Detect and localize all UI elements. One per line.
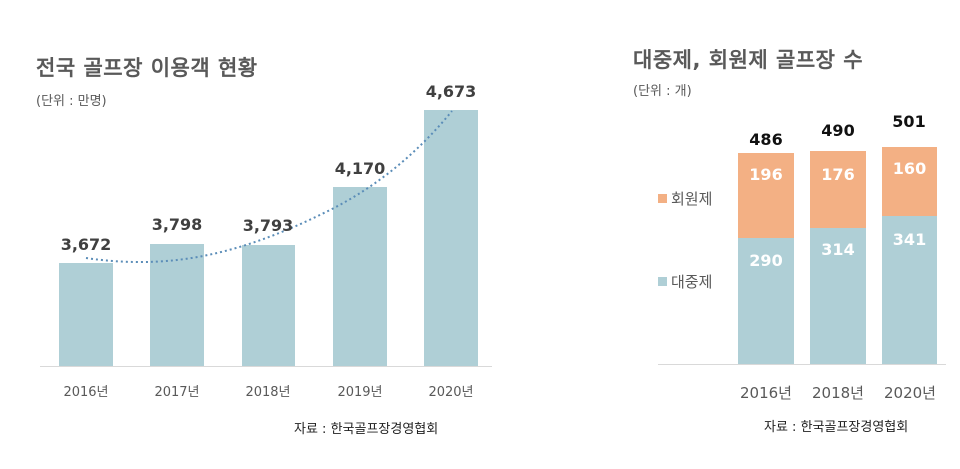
- x-axis-line: [40, 366, 492, 367]
- right-chart-source: 자료 : 한국골프장경영협회: [764, 420, 909, 435]
- legend-item-member: 회원제: [658, 188, 712, 209]
- right-x-label-2018: 2018년: [812, 384, 864, 402]
- bar-member-2020: [882, 147, 937, 216]
- left-chart-unit: (단위 : 만명): [36, 94, 107, 109]
- public-label-2016: 290: [749, 251, 783, 270]
- right-x-label-2016: 2016년: [740, 384, 792, 402]
- bar-2018: [242, 245, 295, 366]
- legend-swatch-public: [658, 277, 667, 286]
- member-label-2016: 196: [749, 165, 783, 184]
- member-label-2020: 160: [892, 159, 927, 178]
- bar-2017: [150, 244, 204, 366]
- bar-2019: [333, 187, 387, 366]
- bar-2016: [59, 263, 113, 366]
- x-label-2018: 2018년: [245, 385, 291, 400]
- trendline: [85, 110, 453, 264]
- bar-member-2016: [738, 153, 794, 238]
- total-label-2018: 490: [821, 121, 855, 140]
- legend-item-public: 대중제: [658, 271, 712, 292]
- right-x-axis-line: [658, 364, 946, 365]
- bar-public-2018: [810, 228, 866, 364]
- value-label-2020: 4,673: [425, 82, 477, 101]
- public-label-2018: 314: [821, 240, 855, 259]
- value-label-2019: 4,170: [334, 159, 386, 178]
- legend-label-public: 대중제: [671, 273, 713, 291]
- x-label-2019: 2019년: [337, 385, 383, 400]
- value-label-2017: 3,798: [151, 215, 203, 234]
- bar-public-2020: [882, 216, 937, 364]
- total-label-2020: 501: [892, 112, 926, 131]
- x-label-2020: 2020년: [428, 385, 474, 400]
- value-label-2016: 3,672: [60, 235, 112, 254]
- legend-swatch-member: [658, 194, 667, 203]
- left-chart-title: 전국 골프장 이용객 현황: [36, 56, 258, 80]
- value-label-2018: 3,793: [242, 216, 294, 235]
- left-chart-source: 자료 : 한국골프장경영협회: [294, 422, 439, 437]
- right-chart-unit: (단위 : 개): [633, 84, 692, 99]
- legend-label-member: 회원제: [671, 190, 713, 208]
- bar-2020: [424, 110, 478, 366]
- member-label-2018: 176: [821, 165, 855, 184]
- x-label-2016: 2016년: [63, 385, 109, 400]
- public-label-2020: 341: [892, 230, 927, 249]
- bar-member-2018: [810, 151, 866, 228]
- total-label-2016: 486: [749, 130, 783, 149]
- right-x-label-2020: 2020년: [884, 384, 936, 402]
- x-label-2017: 2017년: [154, 385, 200, 400]
- right-chart-title: 대중제, 회원제 골프장 수: [633, 48, 864, 72]
- bar-public-2016: [738, 238, 794, 364]
